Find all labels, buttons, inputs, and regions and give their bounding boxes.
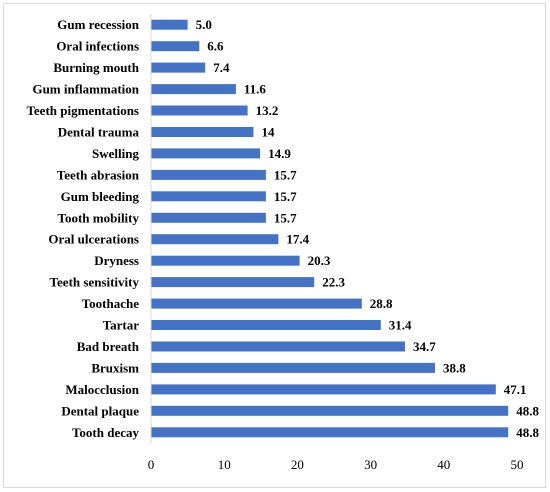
value-labels: 5.0 6.6 7.4 11.6 13.2 14 14.9 15.7 15.7 15.7 17.4 2… [196, 17, 540, 440]
category-label: Dental plaque [61, 403, 139, 418]
category-label: Tooth mobility [57, 210, 139, 225]
x-tick-label: 30 [364, 457, 377, 472]
bar [151, 298, 362, 309]
category-label: Malocclusion [65, 382, 139, 397]
value-label: 6.6 [207, 39, 224, 54]
bar [151, 105, 248, 116]
category-label: Gum bleeding [61, 189, 140, 204]
value-label: 34.7 [413, 339, 436, 354]
category-label: Teeth pigmentations [26, 103, 139, 118]
value-label: 31.4 [389, 318, 412, 333]
category-label: Tooth decay [72, 425, 140, 440]
value-label: 14.9 [268, 146, 291, 161]
category-labels: Gum recession Oral infections Burning mout… [26, 17, 139, 440]
bar [151, 234, 279, 245]
value-label: 13.2 [256, 103, 279, 118]
category-label: Oral infections [56, 39, 139, 54]
x-tick-label: 40 [437, 457, 450, 472]
x-tick-label: 0 [148, 457, 155, 472]
x-tick-label: 10 [218, 457, 231, 472]
bar [151, 212, 266, 223]
category-label: Swelling [92, 146, 139, 161]
category-label: Burning mouth [53, 60, 139, 75]
bars-group [151, 19, 509, 438]
category-label: Teeth abrasion [57, 167, 140, 182]
bar [151, 19, 188, 30]
value-label: 15.7 [274, 210, 297, 225]
value-label: 22.3 [322, 275, 345, 290]
value-label: 17.4 [286, 232, 309, 247]
bar [151, 384, 496, 395]
bar [151, 169, 266, 180]
category-label: Teeth sensitivity [50, 275, 140, 290]
bar [151, 191, 266, 202]
category-label: Oral ulcerations [48, 232, 139, 247]
value-label: 38.8 [443, 360, 466, 375]
axes: 0 10 20 30 40 50 [148, 14, 524, 472]
bar [151, 148, 261, 159]
value-label: 14 [262, 125, 276, 140]
value-label: 15.7 [274, 167, 297, 182]
bar [151, 405, 509, 416]
bar [151, 277, 315, 288]
bar [151, 255, 300, 266]
category-label: Bad breath [77, 339, 140, 354]
bar [151, 427, 509, 438]
category-label: Dryness [94, 253, 139, 268]
bar [151, 127, 254, 137]
value-label: 48.8 [516, 425, 539, 440]
value-label: 47.1 [504, 382, 527, 397]
category-label: Gum recession [57, 17, 139, 32]
value-label: 15.7 [274, 189, 297, 204]
category-label: Dental trauma [58, 125, 140, 140]
value-label: 48.8 [516, 403, 539, 418]
value-label: 20.3 [308, 253, 331, 268]
x-tick-label: 20 [291, 457, 304, 472]
value-label: 5.0 [196, 17, 212, 32]
category-label: Toothache [82, 296, 140, 311]
value-label: 11.6 [244, 82, 267, 97]
bar [151, 362, 435, 373]
value-label: 7.4 [213, 60, 230, 75]
category-label: Gum inflammation [32, 82, 139, 97]
bar [151, 62, 206, 73]
x-tick-label: 50 [511, 457, 524, 472]
bar [151, 341, 405, 352]
value-label: 28.8 [370, 296, 393, 311]
bar [151, 41, 200, 52]
category-label: Tartar [103, 318, 140, 333]
bar [151, 320, 381, 330]
category-label: Bruxism [91, 360, 139, 375]
bar [151, 84, 236, 95]
